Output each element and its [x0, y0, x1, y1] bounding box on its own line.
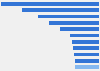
Bar — [74, 59, 99, 63]
Bar — [48, 21, 99, 25]
Bar — [72, 40, 99, 44]
Bar — [73, 46, 99, 50]
Bar — [22, 8, 99, 12]
Bar — [74, 53, 99, 56]
Bar — [70, 34, 99, 37]
Bar — [60, 27, 99, 31]
Bar — [76, 65, 99, 69]
Bar — [1, 2, 99, 6]
Bar — [38, 15, 99, 18]
